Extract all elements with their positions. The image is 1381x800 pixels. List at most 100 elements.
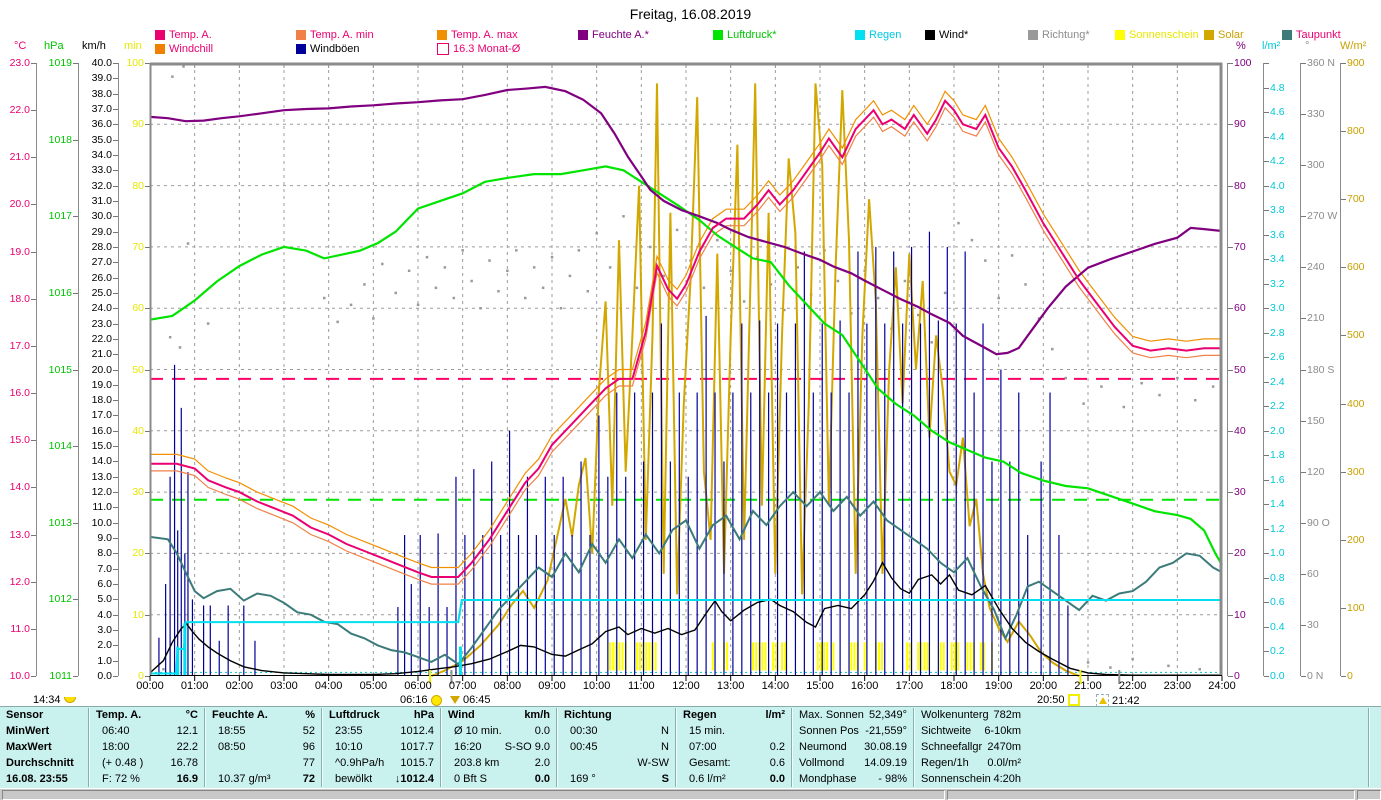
axis-tick-label: 15.0	[91, 440, 112, 453]
axis-line-kmh	[118, 63, 119, 676]
legend-item-wind[interactable]: Wind*	[925, 29, 968, 41]
axis-tick-label: 8.0	[97, 547, 112, 560]
axis-tick-label: 12.0	[9, 575, 30, 588]
axis-tick-label: 1.2	[1270, 522, 1285, 535]
axis-tick	[1341, 471, 1346, 473]
x-axis-label: 21:00	[1074, 680, 1102, 692]
axis-tick-label: 20.0	[91, 363, 112, 376]
dot-richtung	[416, 303, 420, 307]
axis-tick-label: 36.0	[91, 118, 112, 131]
axis-tick	[113, 538, 118, 540]
axis-tick-label: 28.0	[91, 240, 112, 253]
axis-tick	[1228, 185, 1233, 187]
legend-label: Wind*	[939, 29, 969, 41]
axis-tick	[113, 262, 118, 264]
table-row-label: MaxWert	[6, 741, 52, 753]
axis-tick-label: 1016	[48, 286, 72, 299]
axis-tick	[113, 630, 118, 632]
x-axis-label: 13:00	[716, 680, 745, 692]
axis-tick-label: 1017	[48, 210, 72, 223]
axis-tick-label: 60	[1234, 302, 1246, 315]
dot-richtung	[178, 346, 182, 349]
axis-tick	[1264, 87, 1269, 89]
axis-tick	[1341, 267, 1346, 269]
table-value: 782m	[993, 709, 1021, 721]
dot-richtung	[559, 307, 563, 310]
legend-swatch-windboeen	[296, 44, 306, 54]
axis-tick	[145, 553, 150, 555]
axis-tick-label: 4.0	[97, 608, 112, 621]
legend-item-luftdruck[interactable]: Luftdruck*	[713, 29, 777, 41]
axis-tick-label: 1.6	[1270, 473, 1285, 486]
dot-richtung	[622, 215, 625, 218]
axis-tick	[1228, 124, 1233, 126]
axis-tick-label: 1014	[48, 440, 72, 453]
x-axis-label: 19:00	[984, 680, 1013, 692]
dot-richtung	[1037, 317, 1041, 320]
axis-tick	[1341, 131, 1346, 133]
axis-tick	[1341, 539, 1346, 541]
axis-tick-label: 70	[1234, 240, 1246, 253]
legend-item-windboeen[interactable]: Windböen	[296, 43, 360, 55]
axis-tick-label: 3.8	[1270, 204, 1285, 217]
legend-item-monat-avg[interactable]: 16.3 Monat-Ø	[437, 43, 520, 55]
x-axis-label: 23:00	[1163, 680, 1192, 692]
x-axis-label: 17:00	[895, 680, 924, 692]
axis-tick-label: 30.0	[91, 210, 112, 223]
table-value-time: 10:10	[335, 741, 363, 753]
legend-item-richtung[interactable]: Richtung*	[1028, 29, 1090, 41]
legend-label: Temp. A. min	[310, 29, 374, 41]
axis-tick-label: 20	[132, 547, 144, 560]
axis-tick-label: 900	[1347, 57, 1365, 69]
axis-line-hpa	[78, 63, 79, 676]
axis-tick-label: 90	[1234, 118, 1246, 131]
axis-line-deg	[1300, 63, 1301, 676]
table-value-time: (+ 0.48 )	[102, 757, 144, 769]
x-axis-label: 07:00	[448, 680, 477, 692]
table-value: 16.9	[176, 773, 198, 785]
axis-tick	[113, 507, 118, 509]
axis-tick-label: 1013	[48, 516, 72, 529]
axis-tick-label: 19.0	[9, 245, 30, 258]
series-temp_a_max	[150, 90, 1222, 569]
axis-tick	[1264, 357, 1269, 359]
dot-richtung	[1064, 376, 1067, 380]
series-wind	[149, 561, 1222, 676]
legend-swatch-richtung	[1028, 30, 1038, 40]
axis-tick-label: 210	[1307, 312, 1325, 325]
axis-unit-lm2: l/m²	[1262, 40, 1281, 52]
dot-richtung	[407, 269, 411, 273]
dot-richtung	[702, 286, 706, 290]
table-value-time: Gesamt:	[689, 757, 731, 769]
axis-unit-pct: %	[1236, 40, 1246, 52]
axis-tick	[113, 492, 118, 494]
legend-item-regen[interactable]: Regen	[855, 29, 901, 41]
axis-tick	[73, 63, 78, 64]
legend-item-sonnenschein[interactable]: Sonnenschein	[1115, 29, 1199, 41]
dot-richtung	[434, 286, 438, 290]
axis-tick	[31, 110, 36, 112]
table-header: Regen	[683, 709, 717, 721]
legend-item-feuchte-a[interactable]: Feuchte A.*	[578, 29, 649, 41]
table-value: 0.0l/m²	[987, 757, 1021, 769]
axis-tick-label: 90	[132, 118, 144, 131]
dot-richtung	[943, 291, 947, 295]
legend-item-temp-a-min[interactable]: Temp. A. min	[296, 29, 374, 41]
axis-tick-label: 18.0	[91, 394, 112, 407]
axis-tick	[31, 298, 36, 300]
dot-richtung	[930, 341, 933, 344]
legend-item-temp-a-max[interactable]: Temp. A. max	[437, 29, 518, 41]
table-value-label: Sonnenschein	[921, 773, 991, 785]
legend-item-windchill[interactable]: Windchill	[155, 43, 213, 55]
legend-item-temp-a[interactable]: Temp. A.	[155, 29, 212, 41]
legend-item-taupunkt[interactable]: Taupunkt	[1282, 29, 1341, 41]
axis-tick	[113, 292, 118, 294]
legend-item-solar[interactable]: Solar	[1204, 29, 1244, 41]
weather-chart	[149, 62, 1223, 684]
dot-richtung	[1024, 283, 1027, 286]
dot-richtung	[372, 317, 375, 320]
axis-tick	[73, 292, 78, 294]
table-value: -21,559°	[865, 725, 907, 737]
axis-tick	[73, 676, 78, 677]
dot-richtung	[796, 266, 799, 269]
